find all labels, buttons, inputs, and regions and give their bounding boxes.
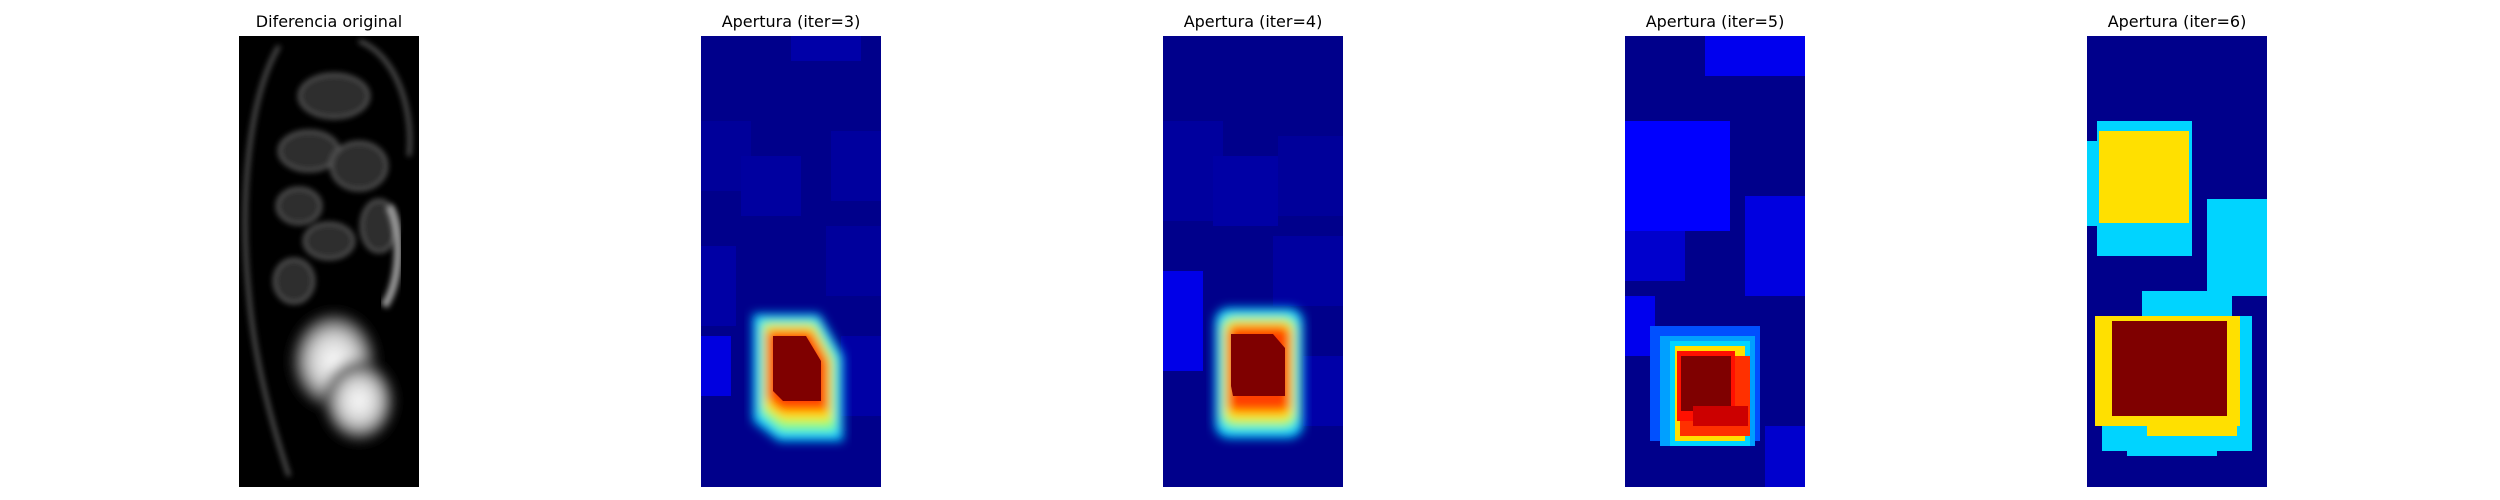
jet-image <box>2087 36 2267 487</box>
panel-title: Apertura (iter=6) <box>2107 12 2247 31</box>
jet-image <box>1625 36 1805 487</box>
jet-image <box>1163 36 1343 487</box>
panel-title: Apertura (iter=5) <box>1645 12 1785 31</box>
jet-image <box>701 36 881 487</box>
panel-title: Apertura (iter=4) <box>1183 12 1323 31</box>
panel-title: Apertura (iter=3) <box>721 12 861 31</box>
grayscale-image <box>239 36 419 487</box>
panel-title: Diferencia original <box>255 12 403 31</box>
